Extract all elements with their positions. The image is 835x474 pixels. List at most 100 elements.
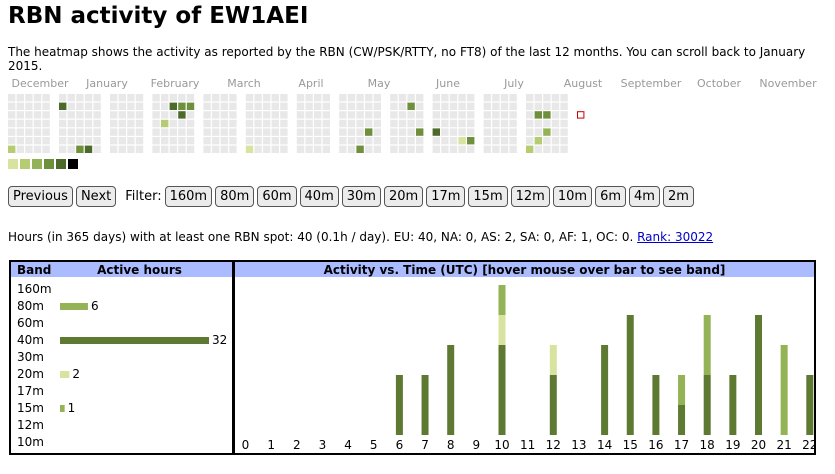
heatmap-cell[interactable]	[492, 94, 500, 102]
heatmap-cell[interactable]	[407, 137, 415, 145]
heatmap-cell[interactable]	[467, 94, 475, 102]
previous-button[interactable]: Previous	[8, 186, 73, 207]
heatmap-cell[interactable]	[458, 128, 466, 136]
heatmap-cell[interactable]	[483, 128, 491, 136]
heatmap-cell[interactable]	[339, 145, 347, 153]
heatmap-cell[interactable]	[220, 128, 228, 136]
heatmap-cell[interactable]	[229, 102, 237, 110]
heatmap-cell[interactable]	[186, 128, 195, 136]
heatmap-cell[interactable]	[169, 145, 177, 153]
time-bar[interactable]	[421, 375, 429, 435]
heatmap-cell[interactable]	[551, 102, 560, 110]
filter-4m-button[interactable]: 4m	[629, 186, 660, 207]
heatmap-cell[interactable]	[492, 111, 500, 119]
heatmap-cell[interactable]	[560, 128, 568, 136]
heatmap-cell[interactable]	[33, 145, 42, 153]
heatmap-cell[interactable]	[84, 128, 93, 136]
heatmap-cell[interactable]	[373, 111, 381, 119]
heatmap-cell[interactable]	[449, 128, 458, 136]
heatmap-cell[interactable]	[84, 94, 93, 102]
heatmap-cell[interactable]	[254, 111, 262, 119]
heatmap-cell[interactable]	[551, 145, 560, 153]
heatmap-cell[interactable]	[339, 137, 347, 145]
time-bar[interactable]	[652, 375, 660, 435]
heatmap-cell[interactable]	[296, 145, 305, 153]
heatmap-cell[interactable]	[186, 111, 195, 119]
heatmap-cell[interactable]	[59, 94, 67, 102]
heatmap-cell[interactable]	[339, 94, 347, 102]
filter-160m-button[interactable]: 160m	[164, 186, 213, 207]
heatmap-cell[interactable]	[441, 128, 449, 136]
heatmap-cell[interactable]	[492, 119, 500, 128]
heatmap-cell[interactable]	[314, 145, 322, 153]
heatmap-cell[interactable]	[373, 94, 381, 102]
heatmap-cell[interactable]	[254, 128, 262, 136]
heatmap-cell[interactable]	[314, 119, 322, 128]
heatmap-cell[interactable]	[263, 94, 271, 102]
heatmap-cell[interactable]	[441, 137, 449, 145]
heatmap-cell[interactable]	[458, 145, 466, 153]
heatmap-cell[interactable]	[458, 102, 466, 110]
heatmap-cell[interactable]	[67, 137, 75, 145]
heatmap-cell[interactable]	[186, 102, 195, 110]
heatmap-cell[interactable]	[152, 102, 160, 110]
heatmap-cell[interactable]	[398, 111, 407, 119]
heatmap-cell[interactable]	[135, 94, 144, 102]
heatmap-cell[interactable]	[33, 128, 42, 136]
heatmap-cell[interactable]	[127, 128, 135, 136]
heatmap-cell[interactable]	[534, 145, 542, 153]
heatmap-cell[interactable]	[33, 119, 42, 128]
heatmap-cell[interactable]	[212, 111, 220, 119]
heatmap-cell[interactable]	[492, 102, 500, 110]
band-bar[interactable]	[60, 405, 65, 412]
heatmap-cell[interactable]	[432, 137, 440, 145]
heatmap-cell[interactable]	[407, 145, 415, 153]
heatmap-cell[interactable]	[212, 137, 220, 145]
heatmap-cell[interactable]	[407, 94, 415, 102]
heatmap-cell[interactable]	[67, 128, 75, 136]
heatmap-cell[interactable]	[110, 111, 118, 119]
heatmap-cell[interactable]	[25, 94, 33, 102]
heatmap-cell[interactable]	[509, 137, 517, 145]
heatmap-cell[interactable]	[314, 102, 322, 110]
heatmap-cell[interactable]	[76, 111, 84, 119]
heatmap-cell[interactable]	[186, 137, 195, 145]
heatmap-cell[interactable]	[161, 102, 169, 110]
heatmap-cell[interactable]	[42, 128, 50, 136]
heatmap-cell[interactable]	[152, 94, 160, 102]
heatmap-cell[interactable]	[365, 128, 373, 136]
heatmap-cell[interactable]	[127, 111, 135, 119]
heatmap-cell[interactable]	[8, 94, 16, 102]
heatmap-cell[interactable]	[373, 137, 381, 145]
heatmap-cell[interactable]	[169, 102, 177, 110]
heatmap-cell[interactable]	[373, 145, 381, 153]
heatmap-cell[interactable]	[526, 111, 534, 119]
heatmap-cell[interactable]	[84, 102, 93, 110]
heatmap-cell[interactable]	[152, 145, 160, 153]
heatmap-cell[interactable]	[356, 128, 364, 136]
heatmap-cell[interactable]	[93, 128, 101, 136]
heatmap-cell[interactable]	[560, 137, 568, 145]
heatmap-cell[interactable]	[93, 94, 101, 102]
heatmap-cell[interactable]	[186, 94, 195, 102]
heatmap-cell[interactable]	[398, 137, 407, 145]
band-bar[interactable]	[60, 303, 88, 310]
heatmap-cell[interactable]	[135, 145, 144, 153]
heatmap-cell[interactable]	[398, 128, 407, 136]
heatmap-cell[interactable]	[33, 111, 42, 119]
heatmap-cell[interactable]	[220, 137, 228, 145]
heatmap-cell[interactable]	[534, 119, 542, 128]
heatmap-cell[interactable]	[560, 145, 568, 153]
heatmap-cell[interactable]	[356, 145, 364, 153]
heatmap-cell[interactable]	[8, 102, 16, 110]
heatmap-cell[interactable]	[365, 137, 373, 145]
heatmap-cell[interactable]	[212, 128, 220, 136]
heatmap-cell[interactable]	[543, 94, 551, 102]
heatmap-cell[interactable]	[93, 102, 101, 110]
heatmap-cell[interactable]	[127, 119, 135, 128]
heatmap-cell[interactable]	[178, 128, 186, 136]
heatmap-cell[interactable]	[347, 128, 356, 136]
heatmap-cell[interactable]	[263, 137, 271, 145]
heatmap-cell[interactable]	[483, 102, 491, 110]
time-bar[interactable]	[678, 375, 686, 405]
